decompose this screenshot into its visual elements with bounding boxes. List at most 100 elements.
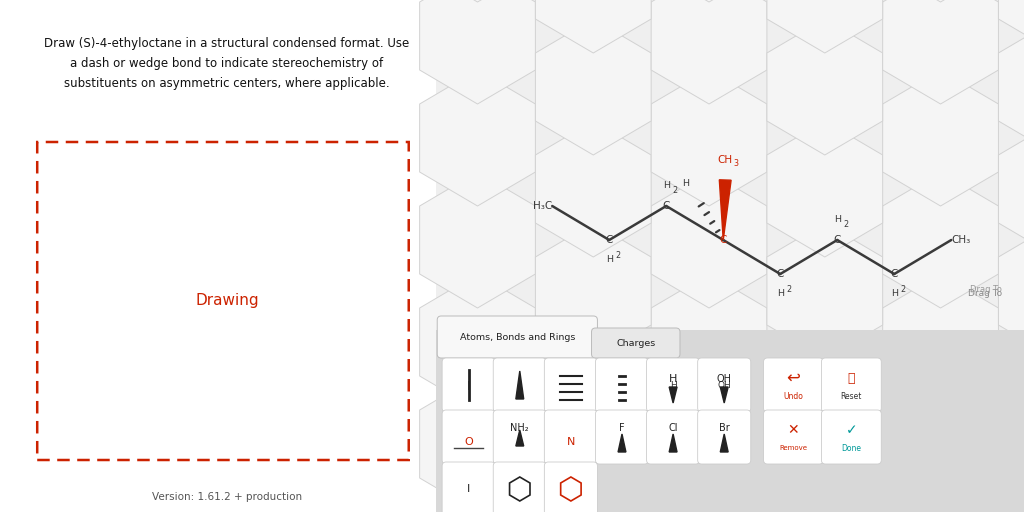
Text: Undo: Undo: [783, 392, 804, 401]
Polygon shape: [767, 121, 883, 257]
Text: Drawing: Drawing: [196, 293, 259, 309]
FancyBboxPatch shape: [646, 358, 699, 412]
Polygon shape: [998, 19, 1024, 155]
Polygon shape: [669, 434, 677, 452]
FancyBboxPatch shape: [442, 410, 496, 464]
Text: Drag To: Drag To: [970, 285, 1001, 294]
Text: Atoms, Bonds and Rings: Atoms, Bonds and Rings: [460, 332, 575, 342]
Text: Draw (S)-4-ethyloctane in a structural condensed format. Use: Draw (S)-4-ethyloctane in a structural c…: [44, 37, 410, 50]
FancyBboxPatch shape: [545, 358, 597, 412]
FancyBboxPatch shape: [821, 410, 882, 464]
Polygon shape: [420, 172, 536, 308]
FancyBboxPatch shape: [646, 410, 699, 464]
FancyBboxPatch shape: [596, 358, 648, 412]
Polygon shape: [420, 0, 536, 104]
Polygon shape: [720, 387, 728, 403]
Polygon shape: [420, 376, 536, 512]
Text: H: H: [777, 289, 783, 298]
Polygon shape: [536, 0, 651, 53]
FancyBboxPatch shape: [437, 316, 597, 358]
Text: Br: Br: [719, 423, 729, 433]
Text: F: F: [620, 423, 625, 433]
Polygon shape: [998, 325, 1024, 461]
Polygon shape: [767, 0, 883, 53]
Text: C: C: [605, 235, 613, 245]
Text: H: H: [669, 374, 677, 384]
Polygon shape: [516, 430, 523, 446]
Polygon shape: [651, 376, 767, 512]
FancyBboxPatch shape: [545, 462, 597, 512]
Text: NH₂: NH₂: [511, 423, 529, 433]
Polygon shape: [720, 434, 728, 452]
Text: C: C: [663, 201, 670, 211]
FancyBboxPatch shape: [764, 358, 823, 412]
Polygon shape: [536, 325, 651, 461]
Polygon shape: [883, 70, 998, 206]
Polygon shape: [420, 0, 536, 2]
Polygon shape: [883, 0, 998, 2]
Polygon shape: [651, 0, 767, 104]
Text: H: H: [891, 289, 898, 298]
Text: N: N: [566, 437, 575, 446]
Polygon shape: [883, 172, 998, 308]
Text: 2: 2: [900, 285, 905, 293]
Text: H: H: [834, 216, 841, 224]
FancyBboxPatch shape: [442, 462, 496, 512]
Text: C: C: [720, 235, 727, 245]
FancyBboxPatch shape: [697, 358, 751, 412]
Polygon shape: [618, 434, 626, 452]
Text: O: O: [464, 437, 473, 446]
Polygon shape: [669, 387, 677, 403]
FancyBboxPatch shape: [697, 410, 751, 464]
Text: 2: 2: [673, 186, 678, 196]
Text: ✕: ✕: [787, 423, 800, 437]
Bar: [436, 0, 1024, 512]
Text: |: |: [467, 380, 470, 390]
Polygon shape: [536, 427, 651, 512]
Text: Cl: Cl: [669, 423, 678, 433]
Text: H: H: [670, 380, 677, 390]
Text: 2: 2: [786, 285, 792, 293]
Text: 3: 3: [733, 160, 738, 168]
FancyBboxPatch shape: [545, 410, 597, 464]
Text: Drag To: Drag To: [968, 289, 1001, 298]
FancyBboxPatch shape: [592, 328, 680, 358]
Text: H₃C: H₃C: [532, 201, 552, 211]
Text: H: H: [682, 179, 689, 187]
Polygon shape: [998, 223, 1024, 359]
Bar: [17, 0, 436, 512]
Polygon shape: [767, 223, 883, 359]
Text: Charges: Charges: [616, 338, 655, 348]
Polygon shape: [536, 19, 651, 155]
Polygon shape: [719, 180, 731, 240]
Text: ✓: ✓: [846, 423, 857, 437]
Polygon shape: [420, 274, 536, 410]
Text: OH: OH: [717, 374, 732, 384]
Bar: [436, 330, 1024, 512]
Text: a dash or wedge bond to indicate stereochemistry of: a dash or wedge bond to indicate stereoc…: [71, 57, 383, 70]
Polygon shape: [767, 427, 883, 512]
Polygon shape: [651, 70, 767, 206]
FancyBboxPatch shape: [596, 410, 648, 464]
Text: Version: 1.61.2 + production: Version: 1.61.2 + production: [152, 492, 302, 502]
Polygon shape: [998, 427, 1024, 512]
Text: substituents on asymmetric centers, where applicable.: substituents on asymmetric centers, wher…: [65, 77, 390, 90]
FancyBboxPatch shape: [494, 358, 547, 412]
Text: Remove: Remove: [779, 445, 808, 452]
Polygon shape: [420, 70, 536, 206]
Text: 🗑: 🗑: [848, 372, 855, 385]
Bar: [436, 0, 1024, 330]
Text: CH: CH: [718, 155, 733, 165]
FancyBboxPatch shape: [37, 142, 409, 460]
Polygon shape: [998, 0, 1024, 53]
Polygon shape: [767, 325, 883, 461]
Text: Done: Done: [842, 444, 861, 453]
FancyBboxPatch shape: [442, 358, 496, 412]
Text: CH₃: CH₃: [951, 235, 971, 245]
Text: C: C: [776, 269, 784, 279]
Text: 2: 2: [615, 250, 621, 260]
Text: 2: 2: [844, 221, 849, 229]
Polygon shape: [998, 121, 1024, 257]
Polygon shape: [536, 121, 651, 257]
Polygon shape: [651, 274, 767, 410]
